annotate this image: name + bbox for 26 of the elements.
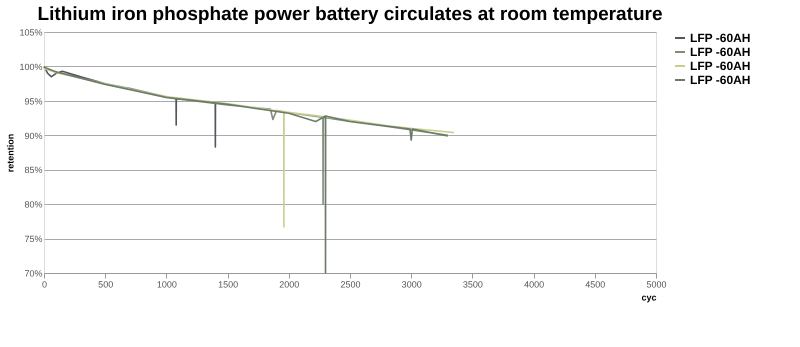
- x-tick-label: 0: [42, 280, 48, 290]
- x-tick-label: 5000: [646, 280, 667, 290]
- x-tick-label: 3500: [462, 280, 483, 290]
- chart-title: Lithium iron phosphate power battery circulates at room temperature: [37, 4, 663, 25]
- x-tick-label: 1500: [218, 280, 238, 290]
- x-tick-label: 3000: [402, 280, 422, 290]
- legend-label: LFP -60AH: [690, 73, 750, 87]
- x-tick-label: 2500: [340, 280, 361, 290]
- x-tick-label: 4500: [585, 280, 606, 290]
- x-tick-label: 2000: [279, 280, 300, 290]
- y-tick-label: 85%: [24, 165, 42, 176]
- x-tick-label: 4000: [524, 280, 544, 290]
- x-tick-label: 1000: [156, 280, 177, 290]
- legend-label: LFP -60AH: [690, 31, 750, 45]
- legend-label: LFP -60AH: [690, 59, 750, 73]
- y-tick-label: 95%: [24, 96, 42, 106]
- y-tick-label: 70%: [24, 268, 42, 278]
- y-tick-label: 105%: [19, 28, 42, 38]
- legend-label: LFP -60AH: [690, 45, 750, 59]
- x-tick-label: 500: [98, 280, 114, 290]
- y-tick-label: 90%: [24, 130, 42, 141]
- y-axis-title: retention: [5, 134, 16, 172]
- y-tick-label: 100%: [19, 62, 42, 72]
- x-axis-title: cyc: [641, 292, 656, 302]
- y-tick-label: 75%: [24, 234, 42, 244]
- y-tick-label: 80%: [24, 200, 42, 210]
